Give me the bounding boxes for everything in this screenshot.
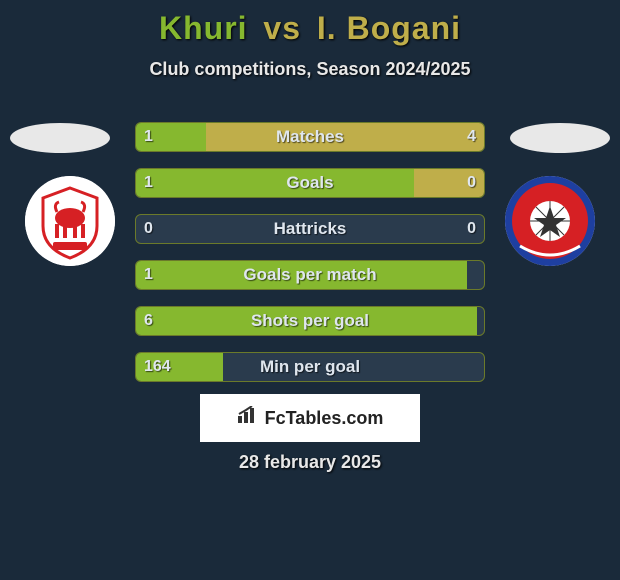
stat-row-shots-per-goal: 6Shots per goal bbox=[135, 306, 485, 336]
player2-name: I. Bogani bbox=[317, 10, 461, 46]
stat-label: Matches bbox=[136, 123, 484, 151]
stat-row-matches: 14Matches bbox=[135, 122, 485, 152]
comparison-card: Khuri vs I. Bogani Club competitions, Se… bbox=[0, 0, 620, 580]
club-crest-right bbox=[505, 176, 595, 266]
chart-icon bbox=[237, 406, 259, 430]
stat-label: Hattricks bbox=[136, 215, 484, 243]
date-label: 28 february 2025 bbox=[0, 452, 620, 473]
vs-label: vs bbox=[263, 10, 301, 46]
stat-label: Min per goal bbox=[136, 353, 484, 381]
stat-row-goals-per-match: 1Goals per match bbox=[135, 260, 485, 290]
club-crest-left bbox=[25, 176, 115, 266]
stat-label: Goals per match bbox=[136, 261, 484, 289]
player2-headshot bbox=[510, 123, 610, 153]
brand-box: FcTables.com bbox=[200, 394, 420, 442]
stat-label: Shots per goal bbox=[136, 307, 484, 335]
subtitle: Club competitions, Season 2024/2025 bbox=[0, 59, 620, 80]
title-row: Khuri vs I. Bogani bbox=[0, 0, 620, 47]
brand-text: FcTables.com bbox=[265, 408, 384, 429]
stat-row-min-per-goal: 164Min per goal bbox=[135, 352, 485, 382]
stat-row-hattricks: 00Hattricks bbox=[135, 214, 485, 244]
stat-label: Goals bbox=[136, 169, 484, 197]
stat-row-goals: 10Goals bbox=[135, 168, 485, 198]
stat-bars: 14Matches 10Goals 00Hattricks 1Goals per ma… bbox=[135, 122, 485, 398]
player1-name: Khuri bbox=[159, 10, 248, 46]
player1-headshot bbox=[10, 123, 110, 153]
